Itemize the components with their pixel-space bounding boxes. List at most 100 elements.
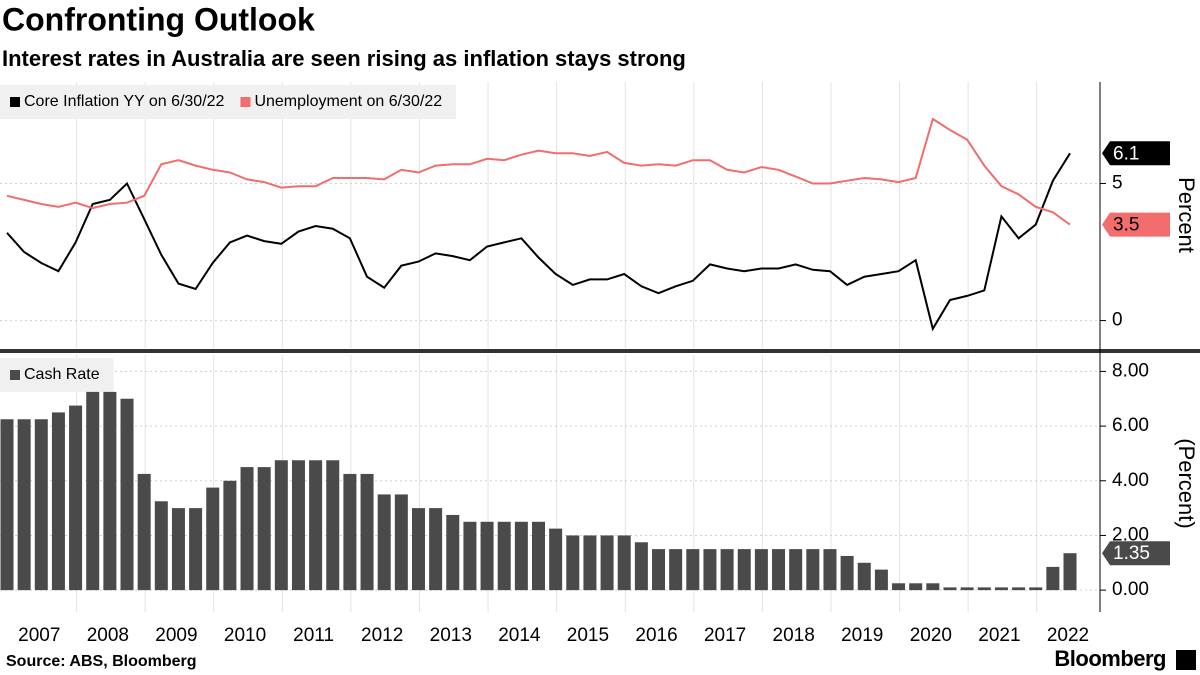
y-tick-label: 0.00 bbox=[1112, 579, 1149, 600]
bar bbox=[823, 549, 837, 591]
bar bbox=[960, 587, 974, 591]
chart-subtitle: Interest rates in Australia are seen ris… bbox=[2, 46, 686, 71]
bar bbox=[720, 549, 734, 591]
bar bbox=[994, 587, 1008, 591]
bar bbox=[429, 508, 443, 591]
y-tick-label: 0 bbox=[1112, 310, 1123, 331]
y-axis-label: Percent bbox=[1174, 177, 1199, 253]
bar bbox=[240, 467, 254, 591]
bar bbox=[874, 569, 888, 591]
bar bbox=[549, 528, 563, 591]
bar bbox=[1046, 566, 1060, 591]
bar bbox=[772, 549, 786, 591]
bar bbox=[34, 419, 48, 591]
x-tick-label: 2008 bbox=[87, 625, 129, 646]
bar bbox=[291, 460, 305, 591]
bar bbox=[806, 549, 820, 591]
bar bbox=[617, 535, 631, 591]
bar bbox=[497, 521, 511, 591]
legend-swatch bbox=[240, 97, 251, 107]
legend-label: Core Inflation YY on 6/30/22 bbox=[24, 93, 225, 110]
x-tick-label: 2022 bbox=[1047, 625, 1089, 646]
bar bbox=[360, 473, 374, 591]
last-value-badge bbox=[1102, 212, 1170, 237]
legend-label: Cash Rate bbox=[24, 366, 100, 383]
bar bbox=[686, 549, 700, 591]
bar bbox=[223, 480, 237, 591]
bar bbox=[189, 508, 203, 591]
bar bbox=[51, 412, 65, 591]
bar bbox=[394, 494, 408, 591]
bar bbox=[892, 583, 906, 591]
last-value-label: 3.5 bbox=[1113, 215, 1139, 236]
x-tick-label: 2017 bbox=[704, 625, 746, 646]
bar bbox=[943, 587, 957, 591]
legend-swatch bbox=[10, 370, 20, 380]
bar bbox=[634, 542, 648, 591]
bar bbox=[257, 467, 271, 591]
legend: Core Inflation YY on 6/30/22 Unemployment… bbox=[0, 85, 457, 119]
bar bbox=[1063, 553, 1077, 591]
x-tick-label: 2019 bbox=[841, 625, 883, 646]
bar bbox=[669, 549, 683, 591]
bar bbox=[909, 583, 923, 591]
bar bbox=[600, 535, 614, 591]
bar bbox=[463, 521, 477, 591]
bar bbox=[583, 535, 597, 591]
bar bbox=[446, 514, 460, 591]
bar bbox=[154, 501, 168, 591]
bar bbox=[1029, 587, 1043, 591]
x-tick-label: 2013 bbox=[430, 625, 472, 646]
chart-title: Confronting Outlook bbox=[2, 1, 315, 37]
bar bbox=[703, 549, 717, 591]
bar bbox=[737, 549, 751, 591]
line-series bbox=[6, 117, 1071, 226]
last-value-label: 6.1 bbox=[1113, 143, 1139, 164]
y-axis-label: (Percent) bbox=[1174, 438, 1199, 528]
legend-swatch bbox=[10, 97, 20, 107]
bar bbox=[120, 398, 134, 591]
line-series bbox=[6, 152, 1071, 332]
x-tick-label: 2009 bbox=[155, 625, 197, 646]
bar bbox=[926, 583, 940, 591]
bar bbox=[0, 419, 14, 591]
bar bbox=[171, 508, 185, 591]
x-tick-label: 2007 bbox=[18, 625, 60, 646]
bar bbox=[532, 521, 545, 591]
last-value-badge bbox=[1102, 141, 1170, 166]
bar bbox=[137, 473, 151, 591]
x-tick-label: 2014 bbox=[498, 625, 541, 646]
y-tick-label: 8.00 bbox=[1112, 360, 1149, 381]
y-tick-label: 2.00 bbox=[1112, 524, 1149, 545]
bar bbox=[754, 549, 768, 591]
bar bbox=[514, 521, 528, 591]
bar bbox=[411, 508, 425, 591]
bar bbox=[377, 494, 391, 591]
x-tick-label: 2021 bbox=[978, 625, 1020, 646]
bar bbox=[789, 549, 803, 591]
legend-label: Unemployment on 6/30/22 bbox=[254, 93, 442, 110]
bar bbox=[840, 555, 854, 591]
bar bbox=[652, 549, 666, 591]
x-tick-label: 2012 bbox=[361, 625, 403, 646]
x-tick-label: 2018 bbox=[773, 625, 815, 646]
bar bbox=[343, 473, 357, 591]
bar bbox=[274, 460, 288, 591]
bar bbox=[326, 460, 340, 591]
bar bbox=[1012, 587, 1026, 591]
bar bbox=[206, 487, 220, 591]
legend: Cash Rate bbox=[0, 358, 114, 392]
x-tick-label: 2015 bbox=[567, 625, 609, 646]
y-tick-label: 5 bbox=[1112, 172, 1123, 193]
bar bbox=[480, 521, 494, 591]
bar bbox=[86, 391, 100, 591]
x-tick-label: 2020 bbox=[910, 625, 952, 646]
brand-logo: Bloomberg bbox=[1054, 646, 1166, 671]
x-tick-label: 2016 bbox=[635, 625, 677, 646]
bar bbox=[69, 405, 83, 591]
bar bbox=[977, 587, 991, 591]
y-tick-label: 4.00 bbox=[1112, 470, 1149, 491]
source-note: Source: ABS, Bloomberg bbox=[6, 653, 197, 670]
x-tick-label: 2010 bbox=[224, 625, 266, 646]
